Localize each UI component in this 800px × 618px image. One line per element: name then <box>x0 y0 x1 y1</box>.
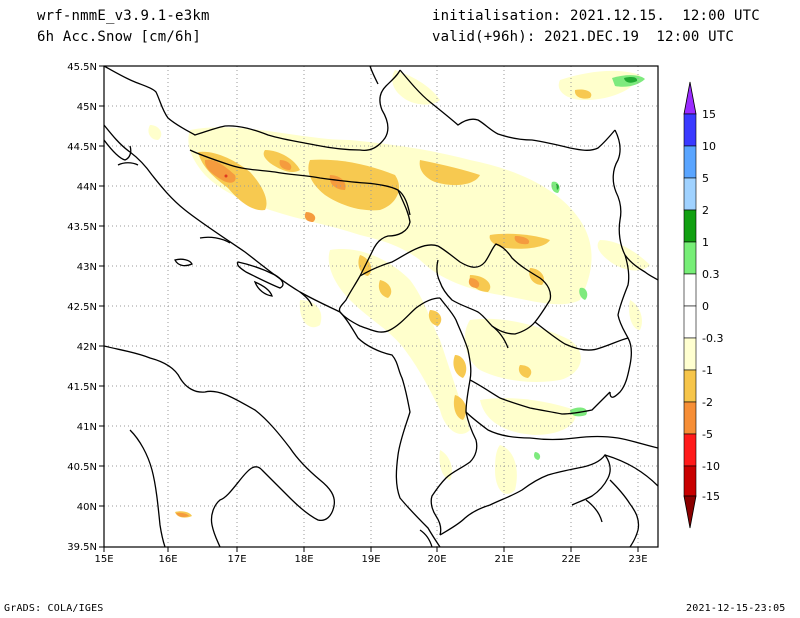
colorbar-label: -10 <box>702 460 720 473</box>
lon-label: 18E <box>294 554 313 565</box>
lon-label: 16E <box>158 554 177 565</box>
lat-label: 45N <box>77 102 97 113</box>
lon-label: 17E <box>227 554 246 565</box>
colorbar-label: 10 <box>702 140 716 153</box>
lat-label: 41N <box>77 422 97 433</box>
coastlines-borders <box>104 66 658 547</box>
colorbar-label: 0 <box>702 300 709 313</box>
credit-text: GrADS: COLA/IGES <box>4 603 104 614</box>
colorbar-label: -1 <box>702 364 713 377</box>
colorbar-label: -5 <box>702 428 713 441</box>
model-title: wrf-nmmE_v3.9.1-e3km <box>37 8 210 24</box>
lat-label: 43.5N <box>67 222 97 233</box>
lat-label: 44.5N <box>67 142 97 153</box>
colorbar <box>683 81 697 529</box>
snow-field <box>148 70 650 518</box>
lat-label: 41.5N <box>67 382 97 393</box>
colorbar-label: 5 <box>702 172 709 185</box>
lat-label: 40N <box>77 502 97 513</box>
colorbar-label: -0.3 <box>702 332 723 345</box>
colorbar-label: 2 <box>702 204 709 217</box>
lon-label: 19E <box>361 554 380 565</box>
lon-label: 22E <box>561 554 580 565</box>
lat-label: 45.5N <box>67 62 97 73</box>
colorbar-label: 1 <box>702 236 709 249</box>
colorbar-label: -15 <box>702 490 720 503</box>
colorbar-label: 15 <box>702 108 716 121</box>
lat-label: 40.5N <box>67 462 97 473</box>
lon-label: 21E <box>494 554 513 565</box>
lon-label: 23E <box>628 554 647 565</box>
field-title: 6h Acc.Snow [cm/6h] <box>37 29 201 45</box>
colorbar-label: 0.3 <box>702 268 720 281</box>
lat-label: 39.5N <box>67 542 97 553</box>
timestamp-text: 2021-12-15-23:05 <box>686 603 786 614</box>
init-time: initialisation: 2021.12.15. 12:00 UTC <box>432 8 760 24</box>
valid-time: valid(+96h): 2021.DEC.19 12:00 UTC <box>432 29 735 45</box>
lat-label: 42N <box>77 342 97 353</box>
axis-ticks <box>99 65 639 552</box>
lon-label: 15E <box>94 554 113 565</box>
colorbar-label: -2 <box>702 396 713 409</box>
lon-label: 20E <box>427 554 446 565</box>
lat-label: 42.5N <box>67 302 97 313</box>
lat-label: 44N <box>77 182 97 193</box>
lat-label: 43N <box>77 262 97 273</box>
